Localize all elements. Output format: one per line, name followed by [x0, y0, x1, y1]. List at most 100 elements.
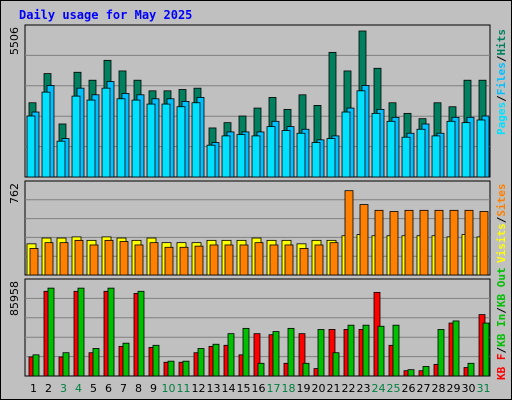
legend-entry: KB Out [495, 267, 508, 307]
bar-kb-in-day-undefined [62, 352, 70, 377]
legend-entry: / [495, 216, 508, 223]
legend-entry: Files [495, 62, 508, 95]
bar-pages-day-22 [341, 111, 351, 178]
legend-hits-files-pages: Pages/Files/Hits [495, 29, 508, 135]
bar-sites-day-undefined [449, 209, 459, 276]
bar-pages-day-18 [281, 130, 291, 178]
bar-kb-in-day-undefined [362, 324, 370, 377]
bar-kb-in-day-undefined [467, 362, 475, 377]
legend-entry: Visits [495, 223, 508, 263]
bar-pages-day-21 [326, 138, 336, 178]
day-label: 24 [372, 382, 386, 395]
bar-pages-day-27 [416, 128, 426, 178]
bar-pages-day-9 [146, 103, 156, 178]
bar-pages-day-23 [356, 90, 366, 178]
bar-kb-in-day-undefined [122, 342, 130, 377]
bar-sites-day-undefined [104, 239, 114, 276]
bar-sites-day-undefined [314, 244, 324, 276]
day-label: 6 [105, 382, 112, 395]
day-label: 21 [327, 382, 341, 395]
bar-kb-in-day-undefined [437, 329, 445, 377]
bar-kb-in-day-undefined [422, 366, 430, 377]
day-label: 4 [75, 382, 82, 395]
day-label: 13 [207, 382, 221, 395]
bar-kb-in-day-undefined [32, 354, 40, 377]
bar-sites-day-undefined [89, 244, 99, 276]
bar-kb-in-day-undefined [407, 369, 415, 377]
bar-kb-in-day-undefined [302, 362, 310, 377]
bar-pages-day-4 [71, 95, 81, 178]
bar-pages-day-2 [41, 91, 51, 178]
bar-pages-day-25 [386, 120, 396, 178]
bar-pages-day-8 [131, 99, 141, 178]
legend-entry: KB In [495, 314, 508, 347]
day-label: 8 [135, 382, 142, 395]
bar-pages-day-6 [101, 87, 111, 178]
bar-sites-day-undefined [164, 246, 174, 276]
bar-sites-day-undefined [359, 204, 369, 276]
bar-sites-day-undefined [44, 242, 54, 276]
bar-pages-day-19 [296, 132, 306, 178]
bar-kb-in-day-undefined [452, 320, 460, 377]
bar-kb-in-day-undefined [47, 287, 55, 377]
day-label: 29 [447, 382, 461, 395]
legend-kb-f-in-out: KB F/KB In/KB Out [495, 267, 508, 380]
ymax-label: 762 [8, 183, 21, 204]
ymax-label: 85958 [8, 281, 21, 316]
bar-kb-in-day-undefined [92, 348, 100, 377]
day-label: 27 [417, 382, 431, 395]
day-label: 2 [45, 382, 52, 395]
legend-entry: / [495, 55, 508, 62]
day-label: 19 [297, 382, 311, 395]
bar-pages-day-16 [251, 135, 261, 178]
bar-sites-day-undefined [209, 244, 219, 276]
chart-title: Daily usage for May 2025 [19, 8, 192, 22]
bar-kb-in-day-undefined [482, 322, 490, 377]
day-label: 9 [150, 382, 157, 395]
legend-entry: KB F [495, 354, 508, 381]
day-label: 7 [120, 382, 127, 395]
bar-sites-day-undefined [299, 248, 309, 276]
bar-kb-in-day-undefined [272, 331, 280, 377]
day-label: 5 [90, 382, 97, 395]
bar-pages-day-5 [86, 99, 96, 178]
day-label: 26 [402, 382, 416, 395]
bar-kb-in-day-undefined [242, 327, 250, 377]
bar-kb-in-day-undefined [77, 287, 85, 377]
bar-kb-in-day-undefined [137, 290, 145, 377]
bar-kb-in-day-undefined [317, 329, 325, 377]
bar-kb-in-day-undefined [227, 333, 235, 377]
bar-sites-day-undefined [134, 244, 144, 276]
day-label: 14 [222, 382, 236, 395]
bar-kb-in-day-undefined [377, 325, 385, 377]
day-label: 15 [237, 382, 251, 395]
day-label: 12 [192, 382, 206, 395]
day-label: 23 [357, 382, 371, 395]
bar-sites-day-undefined [269, 244, 279, 276]
bar-pages-day-3 [56, 140, 66, 178]
bar-kb-f-day-undefined [253, 333, 261, 377]
day-label: 18 [282, 382, 296, 395]
day-label: 16 [252, 382, 266, 395]
bar-sites-day-undefined [479, 211, 489, 276]
bar-kb-in-day-undefined [107, 287, 115, 377]
legend-entry: / [495, 95, 508, 102]
bar-sites-day-undefined [284, 244, 294, 276]
bar-pages-day-31 [476, 119, 486, 178]
bar-sites-day-undefined [464, 209, 474, 276]
bar-pages-day-28 [431, 135, 441, 178]
bar-pages-day-12 [191, 102, 201, 178]
bar-kb-in-day-undefined [257, 362, 265, 377]
bar-sites-day-undefined [74, 239, 84, 276]
bar-sites-day-undefined [179, 246, 189, 276]
bar-kb-in-day-undefined [212, 343, 220, 377]
day-label: 25 [387, 382, 401, 395]
bar-kb-in-day-undefined [347, 324, 355, 377]
bar-sites-day-undefined [404, 209, 414, 276]
bar-pages-day-29 [446, 120, 456, 178]
legend-entry: / [495, 347, 508, 354]
ymax-label: 5506 [8, 27, 21, 55]
bar-sites-day-undefined [224, 244, 234, 276]
day-label: 30 [462, 382, 476, 395]
bar-pages-day-13 [206, 144, 216, 178]
